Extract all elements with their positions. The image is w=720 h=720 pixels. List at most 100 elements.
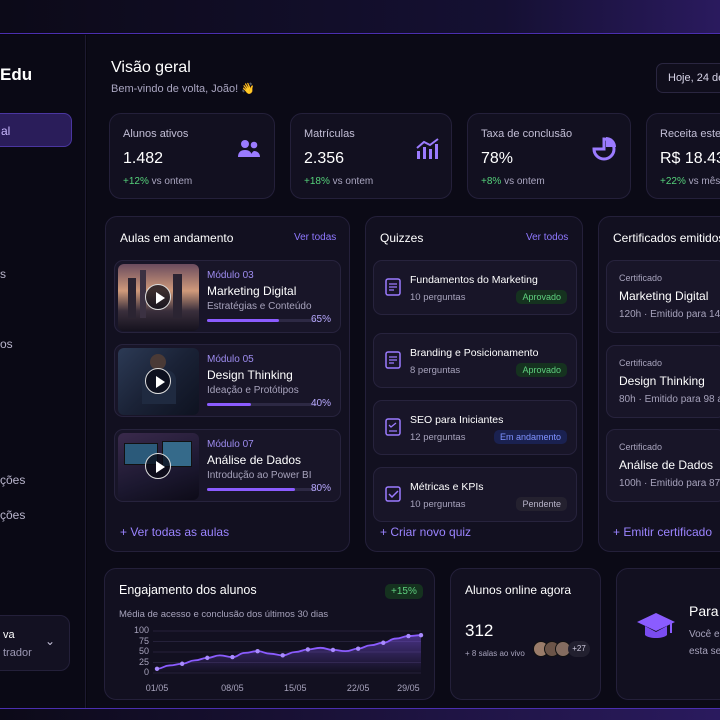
issue-certificate-button[interactable]: + Emitir certificado [613,525,713,539]
play-icon[interactable] [145,453,171,479]
stat-delta: +22% vs mês [660,176,720,187]
user-name: va [3,629,15,641]
certificates-card: Certificados emitidos Certificado Market… [598,216,720,552]
bar-chart-icon [416,138,439,159]
quizzes-title: Quizzes [380,231,424,245]
data-point[interactable] [280,653,285,658]
sidebar-item[interactable]: ções [0,508,26,522]
lesson-item[interactable]: Módulo 05 Design Thinking Ideação e Prot… [114,344,341,417]
main-content: Visão geral Bem-vindo de volta, João! 👋 … [87,35,720,708]
certificates-title: Certificados emitidos [613,231,720,245]
lesson-item[interactable]: Módulo 03 Marketing Digital Estratégias … [114,260,341,333]
quiz-item[interactable]: Branding e Posicionamento 8 perguntas Ap… [373,333,577,388]
quiz-item[interactable]: SEO para Iniciantes 12 perguntas Em anda… [373,400,577,455]
certificate-type: Certificado [619,358,663,368]
certificate-item[interactable]: Certificado Design Thinking 80h · Emitid… [606,345,720,418]
data-point[interactable] [330,647,336,653]
lesson-progress-bar [207,319,317,322]
user-role: trador [3,647,32,659]
status-badge: Pendente [516,497,567,511]
lessons-card: Aulas em andamento Ver todas Módulo 03 M… [105,216,350,552]
lesson-progress-percent: 80% [310,483,331,494]
sidebar: Edu al s os ções ções va trador ⌄ [0,35,86,708]
data-point[interactable] [205,655,210,661]
stat-delta: +18% vs ontem [304,176,374,187]
quiz-questions: 10 perguntas [410,499,466,510]
sidebar-item[interactable]: os [0,337,13,351]
document-icon [385,278,401,296]
data-point[interactable] [255,648,260,654]
stat-card-active-students[interactable]: Alunos ativos 1.482 +12% vs ontem [109,113,275,199]
promo-card[interactable]: Para Você e esta se [616,568,720,700]
window-bottom-bar [0,708,720,720]
stat-label: Taxa de conclusão [481,128,573,140]
series-line [156,634,422,670]
quiz-questions: 12 perguntas [410,432,466,443]
data-point[interactable] [418,633,424,638]
stat-value: 1.482 [123,150,164,167]
x-tick-label: 15/05 [284,683,307,693]
lesson-item[interactable]: Módulo 07 Análise de Dados Introdução ao… [114,429,341,502]
user-profile-card[interactable]: va trador ⌄ [0,615,70,671]
certificate-item[interactable]: Certificado Marketing Digital 120h · Emi… [606,260,720,333]
more-avatars-count: +27 [568,641,590,657]
play-icon[interactable] [145,368,171,394]
play-icon[interactable] [145,284,171,310]
status-badge: Aprovado [516,290,567,304]
certificate-name: Marketing Digital [619,289,709,303]
brand-name: Edu [0,65,33,84]
lesson-progress-bar [207,488,317,491]
checklist-icon [385,418,401,436]
data-point[interactable] [355,646,361,651]
promo-title: Para [689,603,719,619]
lesson-module: Módulo 05 [207,354,254,365]
lesson-subtitle: Ideação e Protótipos [207,385,299,396]
quiz-item[interactable]: Fundamentos do Marketing 10 perguntas Ap… [373,260,577,315]
quiz-questions: 8 perguntas [410,365,461,376]
lesson-subtitle: Introdução ao Power BI [207,470,312,481]
certificate-item[interactable]: Certificado Análise de Dados 100h · Emit… [606,429,720,502]
view-all-lessons-button[interactable]: + Ver todas as aulas [120,525,230,539]
stat-card-revenue[interactable]: Receita este R$ 18.43 +22% vs mês [646,113,720,199]
stat-value: 78% [481,150,514,167]
online-students-card: Alunos online agora 312 + 8 salas ao viv… [450,568,601,700]
stat-label: Receita este [660,128,720,140]
promo-text: Você e [689,629,720,640]
data-point[interactable] [381,640,386,645]
status-badge: Aprovado [516,363,567,377]
certificate-type: Certificado [619,442,663,452]
window-top-bar [0,0,720,34]
check-square-icon [385,486,401,502]
document-icon [385,351,401,369]
stat-card-completion-rate[interactable]: Taxa de conclusão 78% +8% vs ontem [467,113,631,199]
users-icon [238,140,260,157]
data-point[interactable] [230,654,235,660]
data-point[interactable] [305,647,311,652]
data-point[interactable] [406,633,411,639]
lesson-progress-fill [207,488,295,491]
quiz-item[interactable]: Métricas e KPIs 10 perguntas Pendente [373,467,577,522]
stat-card-enrollments[interactable]: Matrículas 2.356 +18% vs ontem [290,113,452,199]
stat-delta: +12% vs ontem [123,176,193,187]
pie-chart-icon [592,137,616,161]
lesson-progress-fill [207,403,251,406]
y-tick-label: 75 [138,635,149,646]
y-tick-label: 25 [138,656,149,667]
lesson-thumbnail [118,433,199,500]
chevron-down-icon[interactable]: ⌄ [45,634,56,648]
sidebar-item-overview[interactable]: al [0,113,72,147]
lesson-name: Marketing Digital [207,284,297,298]
create-quiz-button[interactable]: + Criar novo quiz [380,525,472,539]
sidebar-item[interactable]: s [0,267,6,281]
view-all-lessons-link[interactable]: Ver todas [294,232,337,243]
quiz-name: Fundamentos do Marketing [410,274,538,286]
date-picker[interactable]: Hoje, 24 de [656,63,720,93]
lesson-subtitle: Estratégias e Conteúdo [207,301,312,312]
view-all-quizzes-link[interactable]: Ver todos [526,232,569,243]
data-point[interactable] [179,661,185,666]
welcome-message: Bem-vindo de volta, João! 👋 [111,83,255,95]
x-tick-label: 22/05 [346,683,370,693]
lesson-module: Módulo 07 [207,439,254,450]
sidebar-item[interactable]: ções [0,473,26,487]
data-point[interactable] [154,666,160,671]
